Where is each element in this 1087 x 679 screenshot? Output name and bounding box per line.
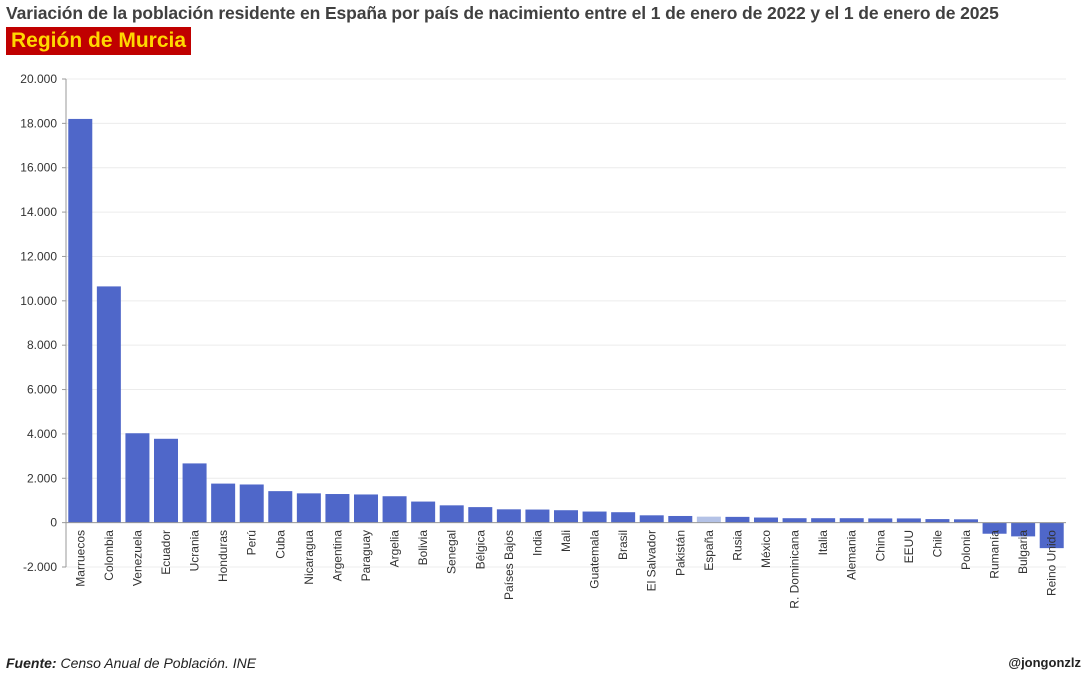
bar-argelia xyxy=(382,496,407,523)
bar-chile xyxy=(925,519,950,523)
bar-venezuela xyxy=(125,433,150,523)
x-tick-label: Rumanía xyxy=(988,530,1002,579)
x-tick-label: Rusia xyxy=(730,530,744,561)
y-tick-label: 8.000 xyxy=(27,338,57,352)
x-tick-label: España xyxy=(702,530,716,571)
x-tick-label: Venezuela xyxy=(130,530,144,586)
bar-colombia xyxy=(96,286,121,523)
x-tick-label: Cuba xyxy=(273,530,287,559)
bar-cuba xyxy=(268,491,293,523)
y-tick-label: 20.000 xyxy=(20,72,57,86)
y-tick-label: 2.000 xyxy=(27,471,57,485)
y-tick-label: 10.000 xyxy=(20,294,57,308)
y-tick-label: -2.000 xyxy=(23,560,57,574)
x-tick-label: Nicaragua xyxy=(302,530,316,585)
x-tick-label: EEUU xyxy=(902,530,916,563)
author-handle: @jongonzlz xyxy=(1008,655,1081,670)
source-text: Censo Anual de Población. INE xyxy=(60,655,257,671)
x-tick-label: Polonia xyxy=(959,530,973,570)
x-tick-label: Países Bajos xyxy=(502,530,516,600)
region-badge: Región de Murcia xyxy=(6,27,192,55)
bar-senegal xyxy=(439,505,464,523)
bar-pakistán xyxy=(668,515,693,523)
bar-países-bajos xyxy=(496,509,521,523)
y-tick-label: 18.000 xyxy=(20,116,57,130)
bar-brasil xyxy=(611,512,636,523)
x-tick-label: Argentina xyxy=(330,530,344,582)
x-tick-label: India xyxy=(530,530,544,556)
x-tick-label: Italia xyxy=(816,530,830,556)
x-tick-label: Reino Unido xyxy=(1045,530,1059,596)
bar-argentina xyxy=(325,494,350,523)
bar-guatemala xyxy=(582,511,607,523)
bar-italia xyxy=(811,518,836,523)
x-tick-label: Bulgaria xyxy=(1016,530,1030,574)
bar-ecuador xyxy=(154,438,178,523)
bar-nicaragua xyxy=(296,493,321,523)
bar-perú xyxy=(239,484,264,523)
chart-title: Variación de la población residente en E… xyxy=(6,3,999,23)
x-tick-label: Ucrania xyxy=(188,530,202,572)
x-tick-label: Perú xyxy=(245,530,259,555)
bar-españa xyxy=(696,516,721,523)
x-tick-label: Pakistán xyxy=(673,530,687,576)
bar-bulgaria xyxy=(1011,522,1036,537)
x-tick-label: Argelia xyxy=(388,530,402,568)
bar-rumanía xyxy=(982,522,1007,534)
x-tick-label: Bélgica xyxy=(473,530,487,570)
bar-polonia xyxy=(954,519,978,523)
x-tick-label: El Salvador xyxy=(645,530,659,591)
bar-honduras xyxy=(211,483,236,523)
bar-china xyxy=(868,518,893,523)
x-tick-label: México xyxy=(759,530,773,568)
x-tick-label: Brasil xyxy=(616,530,630,560)
source-note: Fuente: Censo Anual de Población. INE xyxy=(6,655,256,671)
bar-india xyxy=(525,509,550,523)
bar-marruecos xyxy=(68,118,93,523)
x-tick-label: R. Dominicana xyxy=(788,530,802,609)
x-tick-label: Paraguay xyxy=(359,530,373,581)
bar-reino-unido xyxy=(1039,522,1064,549)
bar-chart: -2.000 0 2.000 4.000 6.000 8.000 10.000 12.000 1… xyxy=(20,72,1066,609)
source-label: Fuente: xyxy=(6,655,57,671)
x-tick-label: Colombia xyxy=(102,530,116,581)
x-tick-label: Senegal xyxy=(445,530,459,574)
y-tick-label: 4.000 xyxy=(27,427,57,441)
x-tick-label: Ecuador xyxy=(159,530,173,575)
bar-paraguay xyxy=(354,494,378,523)
y-tick-label: 14.000 xyxy=(20,205,57,219)
bar-bélgica xyxy=(468,507,493,523)
bar-eeuu xyxy=(896,518,921,523)
y-tick-label: 12.000 xyxy=(20,249,57,263)
bar-rusia xyxy=(725,516,750,523)
x-tick-label: Alemania xyxy=(845,530,859,580)
bar-r-dominicana xyxy=(782,518,807,523)
bar-bolivia xyxy=(411,501,436,523)
x-tick-label: Guatemala xyxy=(588,530,602,589)
bar-el-salvador xyxy=(639,515,664,523)
bar-mali xyxy=(554,510,578,523)
x-tick-label: Marruecos xyxy=(73,530,87,587)
y-tick-label: 6.000 xyxy=(27,383,57,397)
bar-méxico xyxy=(754,517,778,523)
x-tick-label: Bolivia xyxy=(416,530,430,566)
y-tick-label: 16.000 xyxy=(20,161,57,175)
x-tick-label: Chile xyxy=(930,530,944,558)
x-tick-label: Mali xyxy=(559,530,573,552)
x-tick-label: Honduras xyxy=(216,530,230,582)
y-tick-label: 0 xyxy=(50,516,57,530)
x-tick-label: China xyxy=(873,530,887,562)
bar-alemania xyxy=(839,518,864,523)
bar-ucrania xyxy=(182,463,207,523)
